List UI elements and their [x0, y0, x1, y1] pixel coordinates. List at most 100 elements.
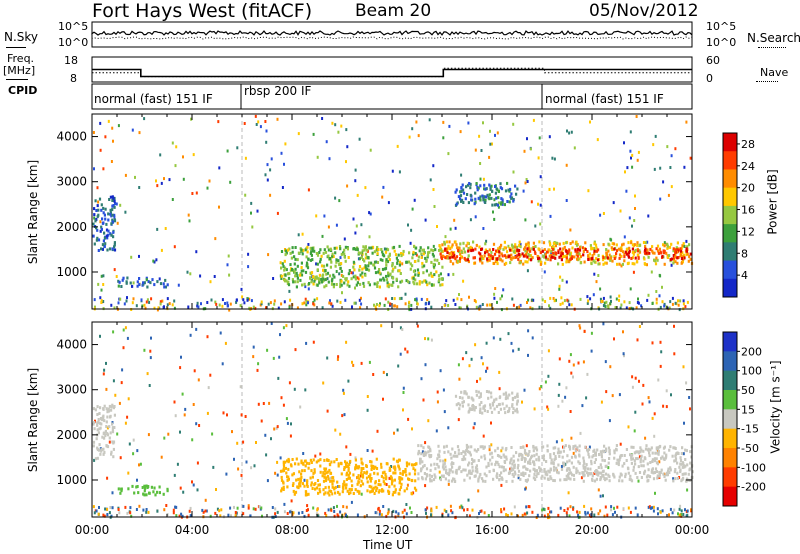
echo-pixel — [539, 203, 542, 207]
colorbar-tick-label: -50 — [741, 442, 759, 455]
cpid-panel-frame — [91, 83, 693, 110]
echo-pixel — [663, 445, 666, 449]
echo-pixel — [335, 258, 338, 262]
echo-pixel — [577, 361, 580, 365]
echo-pixel — [102, 372, 105, 376]
echo-pixel — [100, 299, 103, 303]
echo-pixel — [489, 403, 492, 407]
echo-pixel — [377, 507, 380, 511]
echo-pixel — [634, 248, 637, 252]
echo-pixel — [637, 249, 640, 253]
echo-pixel — [319, 260, 322, 264]
echo-pixel — [94, 457, 97, 461]
echo-pixel — [100, 247, 103, 251]
echo-pixel — [522, 445, 525, 449]
echo-pixel — [483, 183, 486, 187]
echo-pixel — [442, 467, 445, 471]
echo-pixel — [163, 177, 165, 181]
echo-pixel — [345, 160, 347, 164]
echo-pixel — [96, 228, 99, 232]
echo-pixel — [134, 175, 136, 179]
echo-pixel — [533, 462, 536, 466]
echo-pixel — [423, 464, 426, 467]
echo-pixel — [630, 445, 633, 449]
echo-pixel — [678, 465, 681, 469]
echo-pixel — [411, 479, 414, 483]
echo-pixel — [565, 256, 568, 260]
echo-pixel — [628, 216, 631, 220]
echo-pixel — [432, 188, 435, 191]
echo-pixel — [641, 402, 644, 406]
echo-pixel — [488, 470, 491, 474]
echo-pixel — [655, 290, 658, 293]
echo-pixel — [596, 138, 599, 142]
echo-pixel — [329, 299, 331, 303]
echo-pixel — [309, 476, 312, 480]
echo-pixel — [451, 243, 454, 247]
echo-pixel — [449, 452, 452, 456]
echo-pixel — [496, 203, 499, 207]
echo-pixel — [624, 170, 626, 174]
echo-pixel — [196, 461, 199, 465]
echo-pixel — [557, 513, 560, 517]
echo-pixel — [551, 156, 554, 160]
echo-pixel — [382, 476, 385, 480]
nsearch-label: N.Search — [747, 31, 800, 45]
echo-pixel — [613, 255, 616, 258]
echo-pixel — [164, 227, 167, 230]
echo-pixel — [618, 479, 621, 483]
colorbar-frame — [722, 331, 738, 507]
echo-pixel — [409, 267, 412, 271]
echo-pixel — [615, 252, 618, 256]
echo-pixel — [498, 387, 501, 391]
echo-pixel — [470, 357, 473, 361]
echo-pixel — [440, 474, 444, 478]
echo-pixel — [512, 467, 515, 471]
echo-pixel — [655, 446, 658, 450]
echo-pixel — [220, 508, 223, 512]
echo-pixel — [659, 197, 662, 201]
echo-pixel — [572, 445, 575, 449]
echo-pixel — [504, 391, 508, 395]
echo-pixel — [433, 205, 436, 208]
echo-pixel — [94, 219, 97, 223]
echo-pixel — [104, 242, 107, 246]
echo-pixel — [457, 259, 460, 263]
echo-pixel — [364, 252, 368, 256]
colorbar-segment — [723, 242, 737, 262]
echo-pixel — [294, 490, 298, 494]
echo-pixel — [468, 295, 470, 299]
echo-pixel — [515, 192, 518, 196]
echo-pixel — [452, 262, 455, 266]
echo-pixel — [513, 249, 516, 253]
echo-pixel — [449, 227, 452, 231]
echo-pixel — [444, 247, 447, 251]
echo-pixel — [459, 257, 462, 261]
echo-pixel — [278, 355, 281, 359]
y-tick-label: 1000 — [56, 473, 87, 487]
echo-pixel — [229, 506, 232, 510]
echo-pixel — [682, 302, 685, 306]
echo-pixel — [673, 352, 676, 356]
echo-pixel — [412, 252, 415, 256]
echo-pixel — [628, 246, 631, 250]
echo-pixel — [536, 472, 539, 476]
echo-pixel — [346, 464, 349, 468]
echo-pixel — [548, 187, 551, 191]
echo-pixel — [603, 444, 606, 448]
echo-pixel — [420, 252, 423, 256]
echo-pixel — [382, 185, 385, 189]
echo-pixel — [356, 193, 359, 197]
echo-pixel — [95, 509, 98, 513]
echo-pixel — [445, 444, 448, 448]
echo-pixel — [570, 436, 573, 440]
echo-pixel — [300, 261, 303, 265]
echo-pixel — [669, 466, 672, 470]
echo-pixel — [603, 301, 606, 305]
echo-pixel — [425, 467, 429, 471]
echo-pixel — [418, 249, 421, 253]
echo-pixel — [375, 282, 379, 286]
echo-pixel — [439, 459, 442, 463]
echo-pixel — [385, 475, 388, 479]
echo-pixel — [632, 445, 635, 449]
